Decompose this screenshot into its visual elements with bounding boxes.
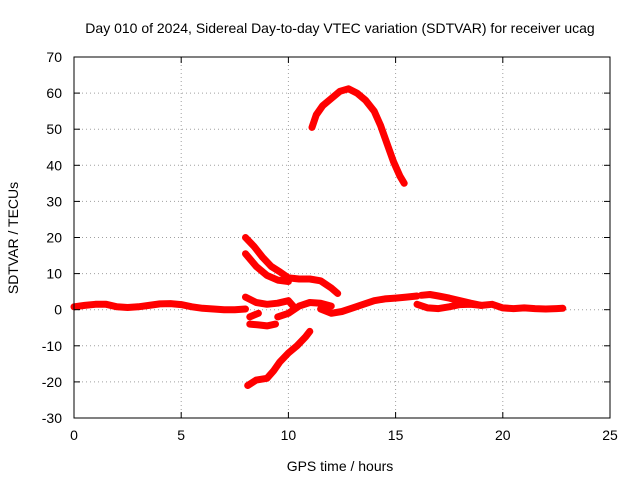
series-neg-b: [244, 327, 314, 389]
gridlines: [74, 57, 610, 418]
series-neg-a: [246, 320, 279, 330]
series-baseline-c: [417, 291, 567, 313]
series-upper-curve: [308, 85, 408, 187]
y-tick-label: -30: [42, 410, 62, 426]
axis-ticks: 0 5 10 15 20 25 -30 -20 -10 0 10 20 30 40 50 60 70: [42, 49, 618, 443]
y-tick-label: -20: [42, 374, 62, 390]
y-tick-label: 0: [54, 302, 62, 318]
y-tick-label: 70: [46, 49, 62, 65]
x-tick-label: 20: [495, 427, 511, 443]
series-descend-a: [242, 234, 342, 297]
series-mid-b: [274, 299, 335, 321]
chart-title: Day 010 of 2024, Sidereal Day-to-day VTE…: [85, 20, 594, 36]
x-tick-label: 0: [70, 427, 78, 443]
series-mid-a: [242, 293, 299, 312]
data-series: [70, 85, 567, 389]
y-tick-label: 30: [46, 193, 62, 209]
x-axis-label: GPS time / hours: [287, 458, 394, 474]
series-mid-c: [246, 309, 262, 321]
x-tick-label: 5: [177, 427, 185, 443]
x-tick-label: 10: [281, 427, 297, 443]
y-tick-label: -10: [42, 338, 62, 354]
y-axis-label: SDTVAR / TECUs: [5, 182, 21, 294]
series-descend-b: [242, 250, 292, 285]
y-tick-label: 10: [46, 266, 62, 282]
x-tick-label: 15: [388, 427, 404, 443]
series-dip-c: [413, 300, 485, 313]
y-tick-label: 60: [46, 85, 62, 101]
x-tick-label: 25: [602, 427, 618, 443]
y-tick-label: 20: [46, 230, 62, 246]
y-tick-label: 40: [46, 157, 62, 173]
series-baseline-b: [317, 292, 421, 317]
series-baseline-a: [70, 300, 249, 314]
y-tick-label: 50: [46, 121, 62, 137]
